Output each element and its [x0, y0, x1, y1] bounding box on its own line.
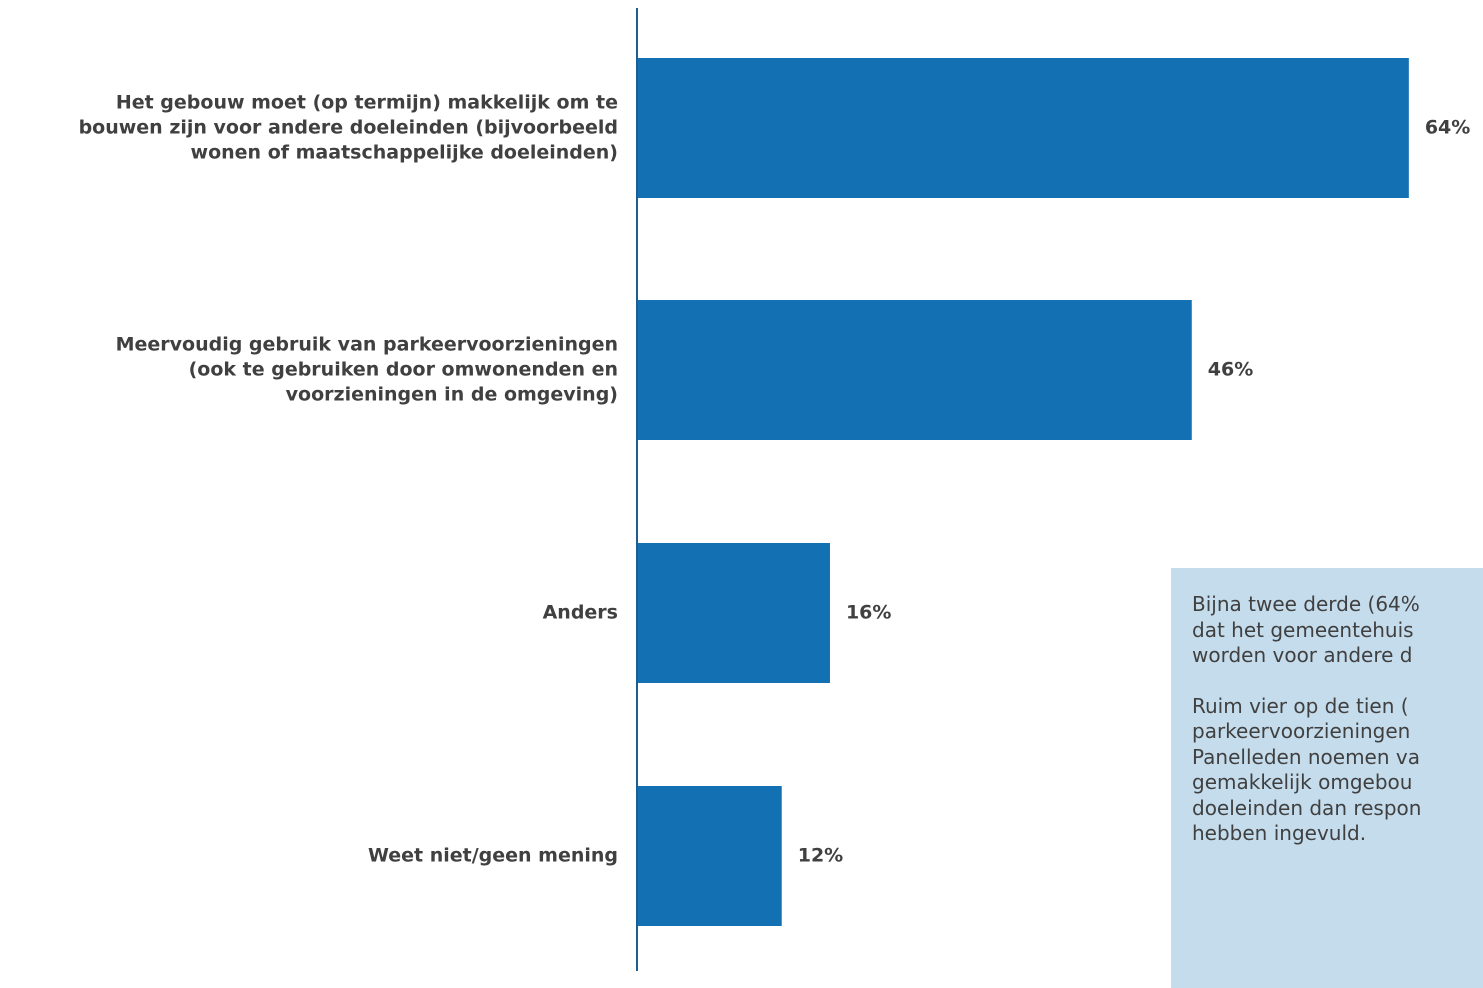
category-label-line: wonen of maatschappelijke doeleinden): [190, 141, 618, 164]
category-label-2: Meervoudig gebruik van parkeervoorzienin…: [0, 333, 618, 408]
callout-line: parkeervoorzieningen: [1192, 719, 1411, 743]
callout-paragraph-2: Ruim vier op de tien ( parkeervoorzienin…: [1192, 694, 1483, 847]
callout-line: gemakkelijk omgebou: [1192, 770, 1413, 794]
category-label-line: (ook te gebruiken door omwonenden en: [188, 358, 618, 381]
callout-line: Bijna twee derde (64%: [1192, 592, 1420, 616]
category-label-line: Meervoudig gebruik van parkeervoorzienin…: [115, 333, 618, 356]
value-labels-group: 64% 46% 16% 12%: [798, 117, 1471, 867]
category-label-line: bouwen zijn voor andere doeleinden (bijv…: [78, 116, 618, 139]
category-label-line: Het gebouw moet (op termijn) makkelijk o…: [115, 91, 618, 114]
bar-4: [637, 786, 782, 926]
bar-3: [637, 543, 830, 683]
callout-line: Panelleden noemen va: [1192, 744, 1420, 769]
callout-line: Ruim vier op de tien (: [1192, 693, 1409, 718]
value-label-4: 12%: [798, 845, 843, 867]
category-label-4: Weet niet/geen mening: [0, 844, 618, 869]
value-label-2: 46%: [1208, 359, 1253, 381]
callout-line: worden voor andere d: [1192, 643, 1413, 667]
callout-line: hebben ingevuld.: [1192, 821, 1367, 845]
category-label-line: voorzieningen in de omgeving): [285, 383, 618, 406]
bar-2: [637, 300, 1192, 440]
category-label-line: Weet niet/geen mening: [367, 844, 618, 867]
bar-1: [637, 58, 1409, 198]
bars-group: [637, 58, 1409, 926]
value-label-3: 16%: [846, 602, 891, 624]
callout-line: doeleinden dan respon: [1192, 795, 1422, 820]
value-label-1: 64%: [1425, 117, 1470, 139]
callout-paragraph-1: Bijna twee derde (64% dat het gemeentehu…: [1192, 592, 1483, 669]
callout-line: dat het gemeentehuis: [1192, 617, 1414, 642]
category-label-3: Anders: [0, 601, 618, 626]
category-label-1: Het gebouw moet (op termijn) makkelijk o…: [0, 91, 618, 166]
category-label-line: Anders: [542, 601, 618, 624]
summary-callout: Bijna twee derde (64% dat het gemeentehu…: [1171, 568, 1483, 988]
